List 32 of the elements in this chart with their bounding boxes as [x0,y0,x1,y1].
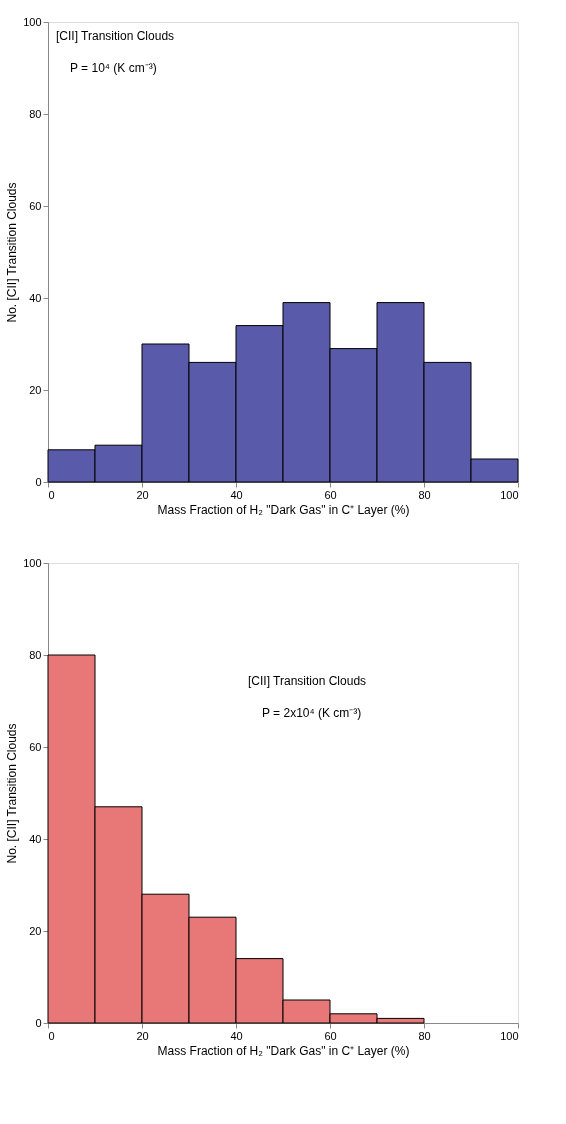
y-tick-label: 60 [29,740,42,753]
annotation: P = 10⁴ (K cm⁻³) [70,61,157,75]
y-tick-label: 40 [29,832,42,845]
annotation: P = 2x10⁴ (K cm⁻³) [262,706,362,720]
x-tick-label: 40 [230,488,243,501]
x-tick-label: 0 [48,1029,55,1042]
y-tick-label: 80 [29,648,42,661]
y-tick-label: 0 [35,475,42,488]
y-axis-title: No. [CII] Transition Clouds [5,182,20,323]
annotation: [CII] Transition Clouds [248,674,367,688]
x-axis-title: Mass Fraction of H₂ "Dark Gas" in C⁺ Layer (%) [157,502,410,517]
y-tick-label: 40 [29,291,42,304]
x-tick-label: 0 [48,488,55,501]
x-tick-label: 60 [324,1029,337,1042]
x-tick-label: 80 [418,488,431,501]
y-tick-label: 100 [23,556,42,569]
x-tick-label: 20 [136,488,149,501]
annotation: [CII] Transition Clouds [56,29,175,43]
x-tick-label: 100 [500,1029,519,1042]
x-tick-label: 80 [418,1029,431,1042]
x-tick-label: 100 [500,488,519,501]
y-tick-label: 100 [23,15,42,28]
y-tick-label: 80 [29,107,42,120]
y-axis-title: No. [CII] Transition Clouds [5,723,20,864]
x-tick-label: 40 [230,1029,243,1042]
y-tick-label: 20 [29,383,42,396]
x-tick-label: 20 [136,1029,149,1042]
y-tick-label: 20 [29,924,42,937]
x-tick-label: 60 [324,488,337,501]
x-axis-title: Mass Fraction of H₂ "Dark Gas" in C⁺ Layer (%) [157,1043,410,1058]
y-tick-label: 60 [29,199,42,212]
y-tick-label: 0 [35,1016,42,1029]
